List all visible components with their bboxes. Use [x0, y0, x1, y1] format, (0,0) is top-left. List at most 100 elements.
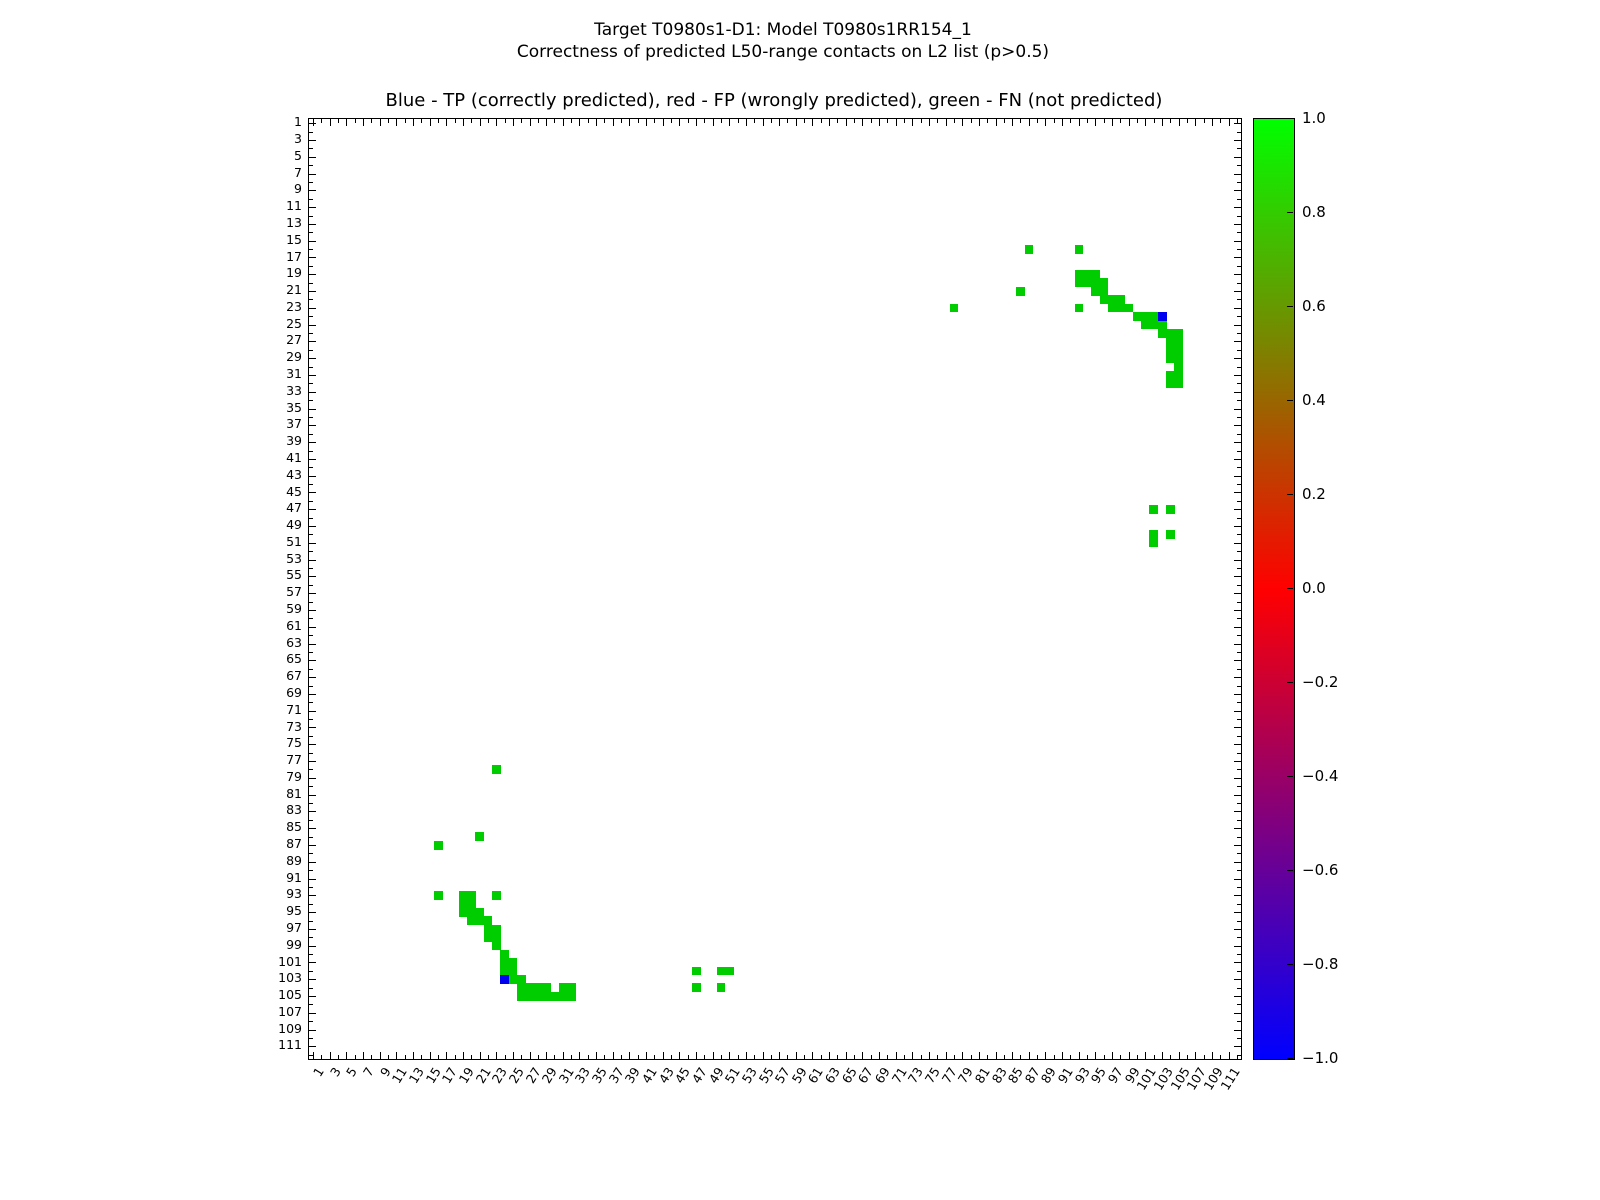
axis-tick [521, 1055, 523, 1059]
contact-cell-fn [467, 916, 476, 926]
axis-tick [1234, 274, 1241, 276]
axis-tick [471, 119, 473, 123]
y-axis-tick-label: 15 [286, 231, 302, 247]
y-axis-tick-label: 47 [286, 500, 302, 516]
axis-tick [729, 119, 731, 126]
axis-tick [309, 609, 316, 611]
axis-tick [309, 677, 316, 679]
axis-tick [329, 1052, 331, 1059]
axis-tick [1103, 1055, 1105, 1059]
y-axis-tick-label: 103 [278, 970, 302, 986]
y-axis-tick-label: 107 [278, 1003, 302, 1019]
axis-tick [1186, 1055, 1188, 1059]
y-axis-tick-label: 79 [286, 768, 302, 784]
axis-tick [404, 1055, 406, 1059]
contact-cell-fn [1149, 312, 1159, 321]
contact-cell-fn [1174, 337, 1184, 346]
axis-tick [309, 710, 316, 712]
axis-tick [1234, 442, 1241, 444]
axis-tick [745, 1052, 747, 1059]
axis-tick [1234, 761, 1241, 763]
contact-cell-fn [1016, 286, 1026, 296]
axis-tick [1234, 979, 1241, 981]
axis-tick [309, 693, 316, 695]
colorbar-tick [1287, 212, 1293, 213]
axis-tick [313, 1052, 315, 1059]
y-axis-tick-label: 67 [286, 668, 302, 684]
axis-tick [737, 1055, 739, 1059]
axis-tick [1237, 467, 1241, 469]
axis-tick [309, 1029, 316, 1031]
axis-tick [1211, 1052, 1213, 1059]
axis-tick [1237, 568, 1241, 570]
axis-tick [629, 1052, 631, 1059]
axis-tick [637, 119, 639, 123]
axis-tick [1234, 693, 1241, 695]
axis-tick [1237, 1004, 1241, 1006]
axis-tick [837, 1055, 839, 1059]
axis-tick [604, 1055, 606, 1059]
axis-tick [1053, 119, 1055, 123]
contact-cell-fn [458, 907, 468, 917]
contact-cell-fn [517, 983, 526, 993]
contact-cell-fn [1174, 362, 1184, 372]
axis-tick [1237, 601, 1241, 603]
axis-tick [1234, 996, 1241, 998]
axis-tick [309, 601, 313, 603]
axis-tick [571, 1055, 573, 1059]
axes-title: Blue - TP (correctly predicted), red - F… [385, 90, 1163, 111]
axis-tick [1237, 249, 1241, 251]
axis-tick [309, 996, 316, 998]
axis-tick [1234, 358, 1241, 360]
axis-tick [978, 119, 980, 126]
axis-tick [309, 257, 316, 259]
axis-tick [487, 1055, 489, 1059]
axis-tick [1234, 391, 1241, 393]
contact-cell-fn [492, 941, 501, 951]
axis-tick [554, 1055, 556, 1059]
axis-tick [837, 119, 839, 123]
axis-tick [309, 291, 316, 293]
axis-tick [1237, 1021, 1241, 1023]
axis-tick [309, 635, 313, 637]
contact-cell-fn [467, 891, 476, 900]
axis-tick [787, 1055, 789, 1059]
axis-tick [1045, 1052, 1047, 1059]
axis-tick [637, 1055, 639, 1059]
axis-tick [309, 534, 313, 536]
axis-tick [1234, 324, 1241, 326]
axis-tick [820, 119, 822, 123]
axis-tick [987, 119, 989, 123]
axis-tick [309, 945, 316, 947]
axis-tick [437, 119, 439, 123]
axis-tick [1237, 265, 1241, 267]
y-axis-tick-label: 59 [286, 601, 302, 616]
y-axis-tick-label: 51 [286, 533, 302, 549]
y-axis-tick-label: 55 [286, 567, 302, 583]
axis-tick [309, 702, 313, 704]
axis-tick [1120, 119, 1122, 123]
axis-tick [309, 492, 316, 494]
contact-cell-fn [517, 991, 526, 1001]
contact-cell-fn [492, 924, 501, 934]
axis-tick [587, 1055, 589, 1059]
axis-tick [1237, 819, 1241, 821]
axis-tick [309, 576, 316, 578]
axis-tick [1003, 1055, 1005, 1059]
contact-cell-fn [1141, 320, 1150, 330]
axis-tick [1128, 1052, 1130, 1059]
axis-tick [421, 119, 423, 123]
contact-cell-fn [1124, 303, 1134, 313]
axis-tick [1136, 119, 1138, 123]
contact-cell-fn [1099, 286, 1109, 296]
axis-tick [1234, 123, 1241, 125]
contact-cell-fn [1174, 370, 1184, 380]
y-axis-tick-label: 95 [286, 903, 302, 919]
contact-cell-fn [483, 924, 493, 934]
axis-tick [1237, 920, 1241, 922]
axis-tick [309, 920, 313, 922]
axis-tick [309, 131, 313, 133]
axis-tick [496, 119, 498, 126]
colorbar-tick-label: −0.8 [1302, 955, 1339, 973]
axis-tick [363, 1052, 365, 1059]
